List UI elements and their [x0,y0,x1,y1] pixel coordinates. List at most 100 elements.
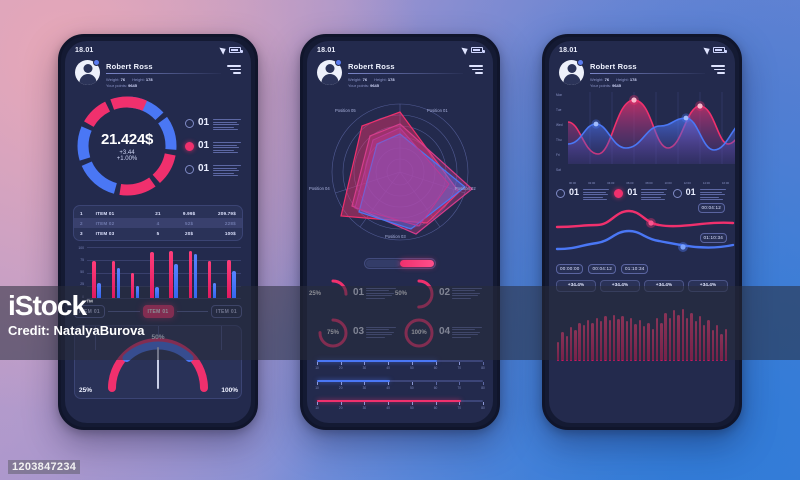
slider-row[interactable]: 10 20 30 40 50 60 70 80 [315,400,485,411]
ring-item[interactable]: 75% 03 [316,316,398,350]
status-badge [577,59,584,66]
equalizer-bar [591,322,594,361]
percent-badge: +34.4% [644,279,684,292]
phone2-screen: 18.01 Robert Ross Weight: 76 Height: 178 [307,41,493,423]
divider [106,73,221,74]
status-time: 18.01 [559,46,578,54]
table-row[interactable]: 3 ITEM 03 5 20$ 100$ [74,228,242,238]
legend-item[interactable]: 01 [556,188,611,202]
donut-value: 21.424$ [100,130,154,148]
wave-x-axis: 00:00 02:00 04:00 06:00 08:00 10:00 12:0… [569,181,729,185]
status-bar: 18.01 [549,41,735,57]
slider-tick [483,362,484,365]
toggle-switch[interactable] [364,258,436,269]
y-tick: 0 [82,294,84,299]
donut-center: 21.424$ +3.44 +1.00% [73,92,181,200]
equalizer-bar [694,321,697,361]
slider-tick-label: 70 [457,386,462,390]
ring-percent: 100% [411,330,427,336]
slider-tick-label: 80 [481,406,485,410]
item-pill[interactable]: ITEM 01 [74,305,105,318]
ring-text: 02 [439,287,484,301]
equalizer-bar [604,316,607,361]
profile-points: Your points: 9645 [348,83,380,88]
bar-chart-grid [87,247,241,299]
legend-text-lines [213,141,243,155]
equalizer-bar [578,322,581,361]
item-pill-active[interactable]: ITEM 01 [142,305,174,318]
equalizer-chart [557,297,727,361]
legend-item[interactable]: 01 [672,188,728,202]
status-time: 18.01 [75,46,94,54]
ring-progress-grid: 25% 01 50% 02 [307,269,493,350]
ring-text-lines [452,287,484,301]
slider-row[interactable]: 10 20 30 40 50 60 70 80 [315,380,485,391]
equalizer-bar [668,317,672,361]
wave-y-axis: Mon Tue Wed Thu Fri Sat [556,93,568,172]
slider-ticks [317,382,484,386]
slider-tick [317,402,318,405]
slider-tick [483,382,484,385]
cell-no: 1 [80,210,83,216]
slider-tick [411,402,413,405]
line-tag[interactable]: 00:04:12 [697,202,725,213]
slider-tick-label: 60 [433,366,438,370]
profile-name: Robert Ross [348,62,395,71]
slider-track[interactable] [317,400,483,402]
legend-item[interactable]: 01 [614,188,669,202]
slider-tick [459,362,461,365]
equalizer-bar [565,336,568,361]
radar-axis-label: Position 02 [455,186,476,191]
hamburger-menu-icon[interactable] [469,65,483,74]
time-tag[interactable]: 01:10:34 [620,263,649,274]
phone-mockup-3: 18.01 Robert Ross Weight: 76 Height: 178 [542,34,742,430]
item-pill[interactable]: ITEM 01 [211,305,242,318]
bar-chart-plot [87,247,241,299]
slider-tick [388,402,390,405]
slider-track[interactable] [317,380,483,382]
x-tick: 12:00 [683,181,691,185]
table-row[interactable]: 1 ITEM 01 21 9.99$ 209.79$ [74,208,242,218]
hamburger-menu-icon[interactable] [711,65,725,74]
slider-row[interactable]: 10 20 30 40 50 60 70 80 [315,360,485,371]
profile-name: Robert Ross [106,62,153,71]
equalizer-bar [612,315,616,361]
line-tag[interactable]: 01:10:34 [699,232,727,243]
legend-item[interactable]: 01 [185,141,243,155]
legend-item[interactable]: 01 [185,118,243,132]
status-icons [461,45,485,55]
toggle-off-half [366,260,400,267]
profile-meta-height: Height: 178 [132,76,153,82]
bar-blue [135,286,140,298]
hamburger-menu-icon[interactable] [227,65,241,74]
radar-axis-label: Position 01 [427,108,448,113]
time-tag[interactable]: 00:04:12 [588,263,616,274]
slider-tick-labels: 10 20 30 40 50 60 70 80 [315,386,485,391]
slider-tick-label: 40 [386,366,390,370]
equalizer-bar [660,322,663,361]
ring-text-lines [452,326,484,340]
bar-pink [188,250,193,298]
slider-track[interactable] [317,360,483,362]
avatar-wrap [75,59,100,85]
bar-blue [97,282,101,298]
ring-number: 03 [353,325,365,337]
bar-pair [130,273,140,298]
table-row[interactable]: 2 ITEM 02 4 52$ 228$ [74,218,242,228]
legend-number: 01 [198,140,210,152]
legend-dot-icon [614,189,624,198]
gauge-min-label: 25% [79,387,93,394]
equalizer-bar [599,321,603,361]
equalizer-bar [707,320,710,361]
equalizer-bar [711,329,715,361]
status-badge [335,59,342,66]
slider-ticks [317,402,484,406]
ring-item[interactable]: 100% 04 [402,316,484,350]
time-tag[interactable]: 00:00:00 [556,263,584,274]
legend-item[interactable]: 01 [185,163,243,178]
profile-header: Robert Ross Weight: 76 Height: 178 Your … [549,57,735,88]
ring-item[interactable]: 50% 02 [395,277,484,311]
divider [590,73,705,74]
equalizer-bar [647,322,650,361]
status-bar: 18.01 [307,41,493,57]
